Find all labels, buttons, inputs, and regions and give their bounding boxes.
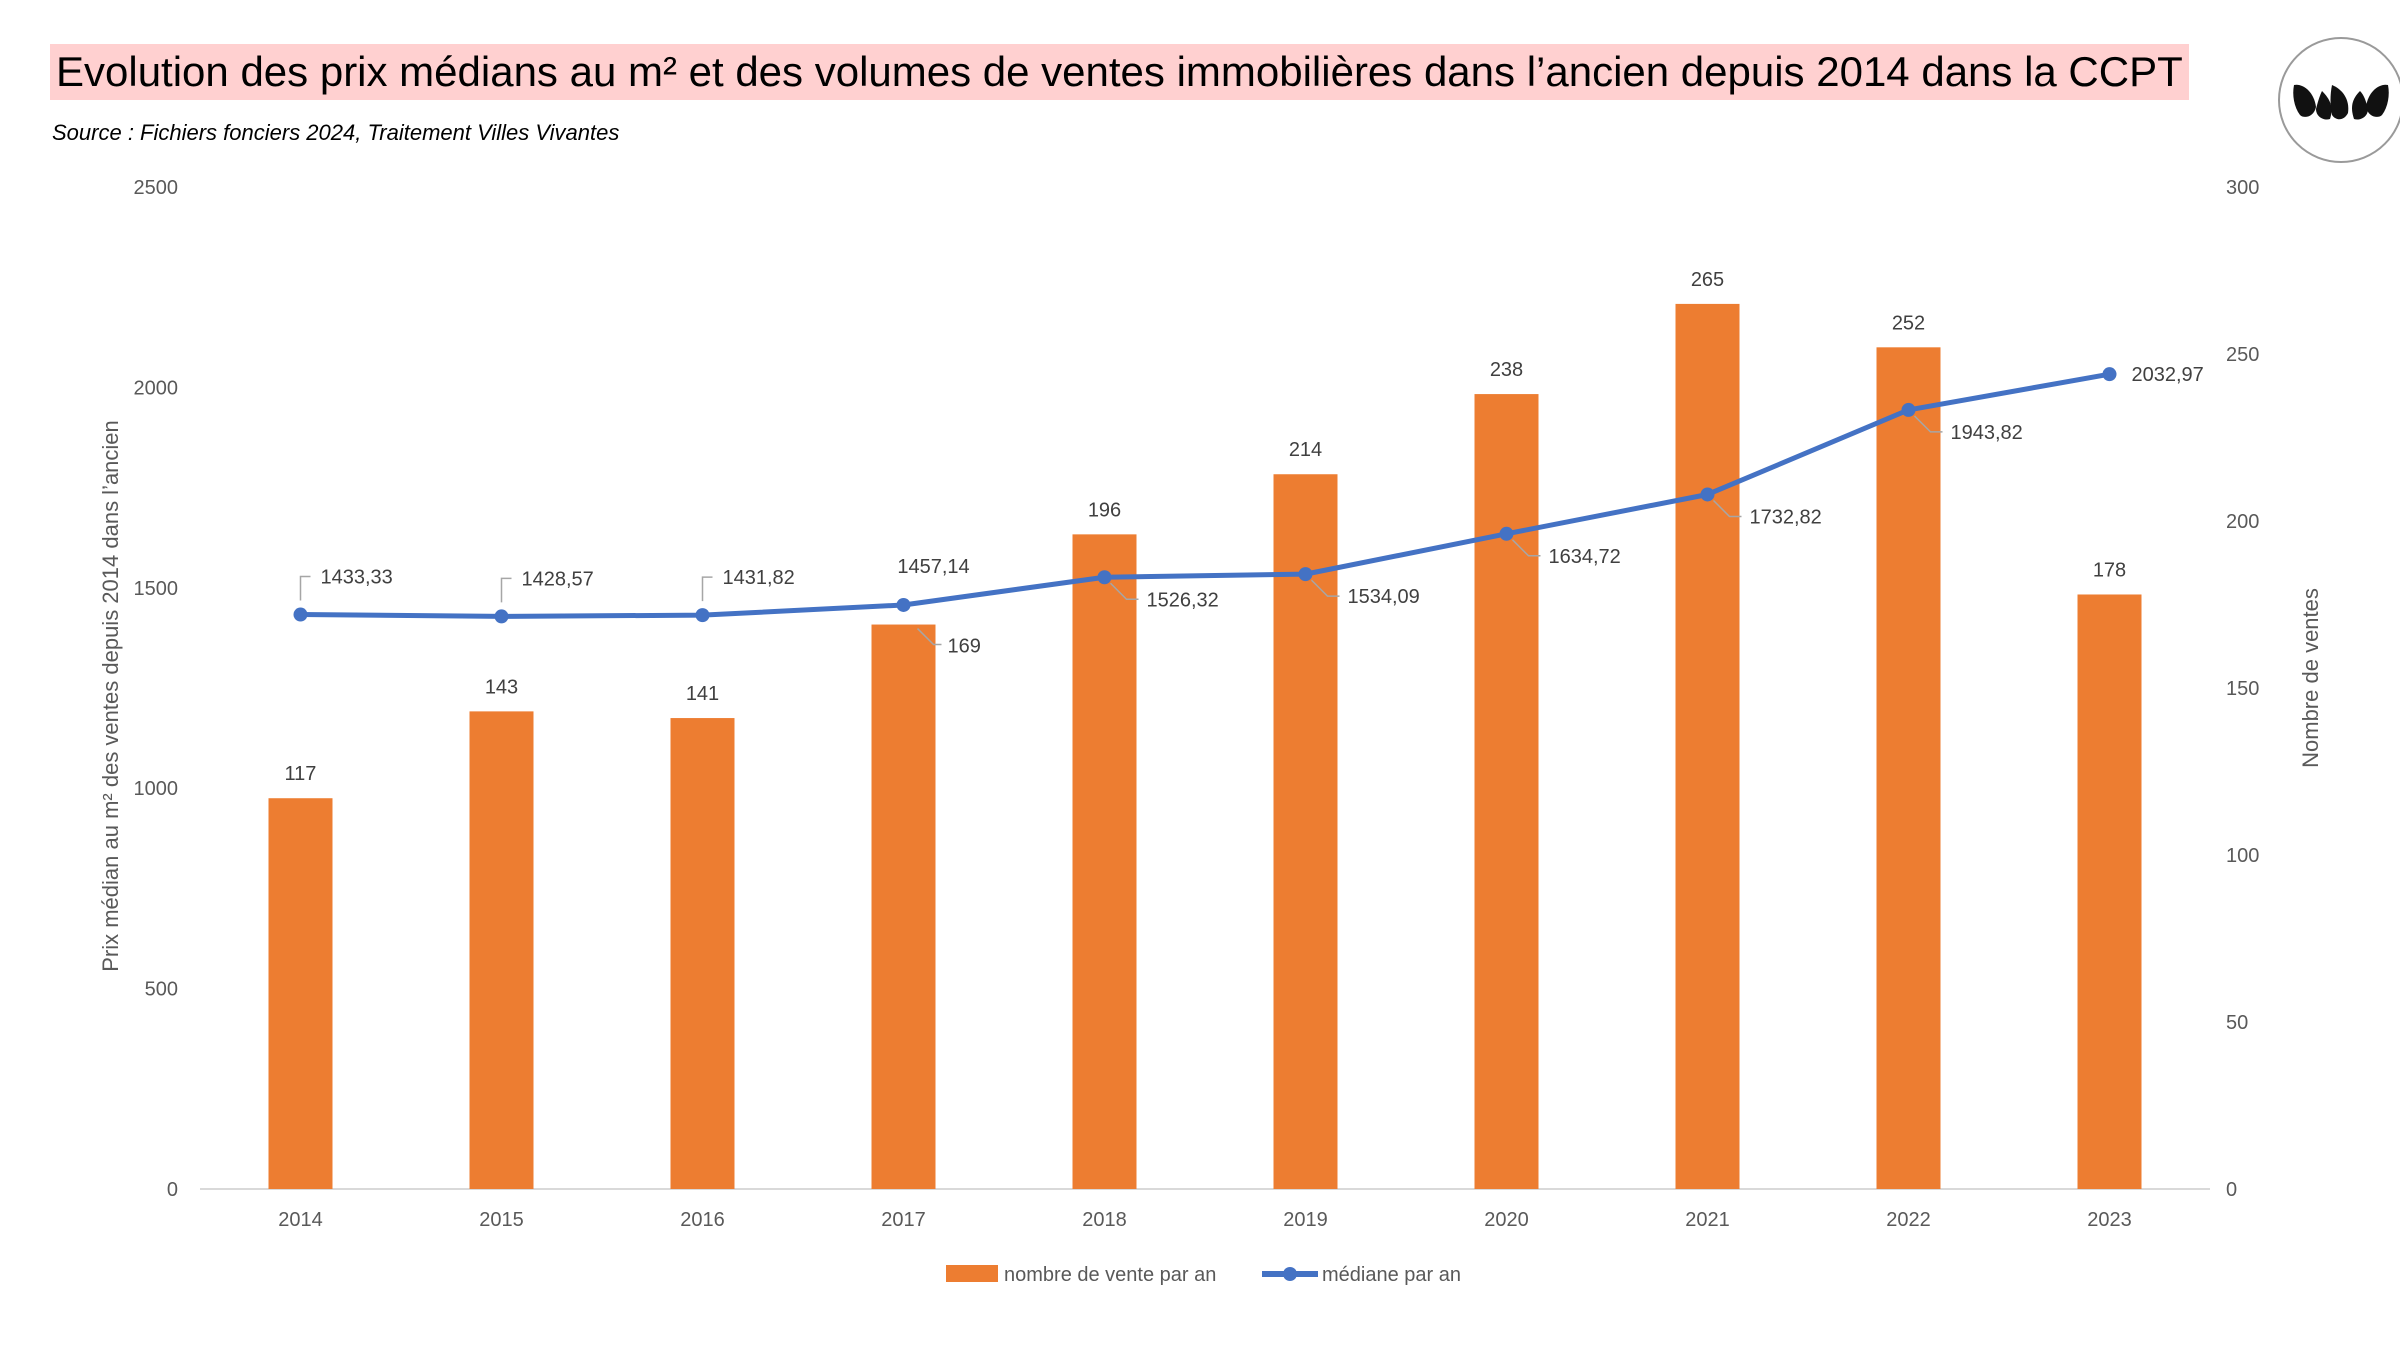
bar-data-label: 214 <box>1289 439 1322 461</box>
line-label-leader <box>1712 499 1742 518</box>
x-tick-label: 2016 <box>680 1209 725 1231</box>
x-axis-ticks: 2014 2015 2016 2017 2018 2019 2020 2021 2022 2023 <box>278 1209 2132 1231</box>
y2-tick-label: 100 <box>2226 845 2259 867</box>
bar <box>2077 594 2142 1189</box>
x-tick-label: 2019 <box>1283 1209 1328 1231</box>
line-label-leader <box>299 575 311 601</box>
line-data-label: 1732,82 <box>1750 506 1822 528</box>
x-tick-label: 2017 <box>881 1209 926 1231</box>
bar <box>469 711 534 1189</box>
bar-label-leader <box>916 628 942 646</box>
y-tick-label: 2000 <box>134 377 179 399</box>
bar-data-label: 117 <box>285 763 317 785</box>
legend-label-bars: nombre de vente par an <box>1004 1264 1216 1286</box>
line-label-leader <box>1511 539 1541 557</box>
median-line <box>300 371 2110 619</box>
line-point <box>1499 526 1514 541</box>
line-data-label: 1431,82 <box>723 567 795 589</box>
line-label-leader <box>701 576 713 602</box>
line-label-leader <box>500 577 512 603</box>
y-tick-label: 2500 <box>134 177 179 199</box>
line-data-label: 1534,09 <box>1348 586 1420 608</box>
x-tick-label: 2014 <box>278 1209 323 1231</box>
bar <box>871 624 936 1189</box>
line-point <box>896 597 911 612</box>
x-tick-label: 2021 <box>1685 1209 1730 1231</box>
y2-axis-title: Nombre de ventes <box>2298 588 2323 768</box>
y2-tick-label: 250 <box>2226 344 2259 366</box>
x-tick-label: 2020 <box>1484 1209 1529 1231</box>
y2-tick-label: 200 <box>2226 511 2259 533</box>
line-series: 1433,33 1428,57 1431,82 1457,14 1526,32 1534,… <box>293 364 2204 624</box>
line-data-label: 1943,82 <box>1951 422 2023 444</box>
line-data-label: 1433,33 <box>321 567 393 589</box>
legend-swatch-bars <box>946 1265 998 1282</box>
y2-tick-label: 150 <box>2226 678 2259 700</box>
bar-data-label: 169 <box>948 636 981 658</box>
chart-source: Source : Fichiers fonciers 2024, Traitem… <box>52 120 620 145</box>
bar-data-label: 143 <box>485 676 518 698</box>
y2-tick-label: 50 <box>2226 1012 2248 1034</box>
y-tick-label: 0 <box>167 1179 178 1201</box>
bar <box>1273 474 1338 1189</box>
left-axis-ticks: 0 500 1000 1500 2000 2500 <box>134 177 179 1201</box>
line-label-leader <box>1310 579 1340 597</box>
line-data-label: 1634,72 <box>1549 546 1621 568</box>
leaf-logo-icon <box>2278 37 2400 163</box>
line-point <box>293 607 308 622</box>
right-axis-ticks: 0 50 100 150 200 250 300 <box>2226 177 2259 1201</box>
line-point <box>1097 570 1112 585</box>
y-tick-label: 1000 <box>134 778 179 800</box>
x-tick-label: 2023 <box>2087 1209 2132 1231</box>
bar <box>1876 347 1941 1189</box>
bar-data-label: 196 <box>1088 499 1121 521</box>
line-data-label: 1526,32 <box>1147 589 1219 611</box>
bar <box>1474 394 1539 1190</box>
bar-data-label: 252 <box>1892 312 1925 334</box>
line-point <box>695 608 710 623</box>
line-point <box>1298 567 1313 582</box>
x-tick-label: 2015 <box>479 1209 524 1231</box>
x-tick-label: 2022 <box>1886 1209 1931 1231</box>
y-tick-label: 1500 <box>134 578 179 600</box>
line-point <box>494 609 509 624</box>
bar <box>1675 303 1740 1189</box>
bar-series: 117 143 141 169 196 214 238 265 252 178 <box>268 269 2142 1190</box>
line-point <box>1901 402 1916 417</box>
y2-tick-label: 300 <box>2226 177 2259 199</box>
line-data-label: 1457,14 <box>897 556 969 578</box>
legend-swatch-marker <box>1283 1267 1297 1281</box>
line-data-label: 1428,57 <box>522 568 594 590</box>
bar <box>268 798 333 1189</box>
bar <box>1072 534 1137 1189</box>
bar-data-label: 141 <box>686 683 719 705</box>
y-tick-label: 500 <box>145 979 178 1001</box>
line-label-leader <box>1913 415 1943 433</box>
line-data-label: 2032,97 <box>2132 364 2204 386</box>
bar-data-label: 238 <box>1490 359 1523 381</box>
y2-tick-label: 0 <box>2226 1179 2237 1201</box>
bar-data-label: 178 <box>2093 559 2126 581</box>
legend: nombre de vente par an médiane par an <box>946 1264 1461 1286</box>
y-axis-title: Prix médian au m² des ventes depuis 2014… <box>98 420 123 972</box>
bar-data-label: 265 <box>1691 269 1724 291</box>
line-point <box>2102 367 2117 382</box>
bar <box>670 718 735 1189</box>
legend-label-line: médiane par an <box>1322 1264 1461 1286</box>
line-point <box>1700 487 1715 502</box>
line-label-leader <box>1109 582 1139 601</box>
x-tick-label: 2018 <box>1082 1209 1127 1231</box>
chart-title: Evolution des prix médians au m² et des … <box>50 44 2189 100</box>
